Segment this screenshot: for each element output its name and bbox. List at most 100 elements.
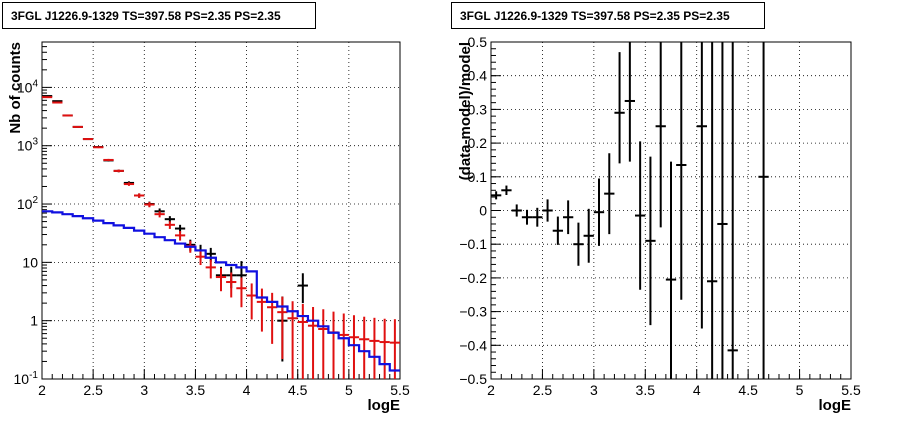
left-panel-title: 3FGL J1226.9-1329 TS=397.58 PS=2.35 PS=2… <box>2 2 316 29</box>
y-tick-label: 104 <box>17 78 39 95</box>
y-tick-label: 1 <box>30 313 38 329</box>
model-point <box>62 114 73 117</box>
model-point <box>328 311 339 379</box>
model-point <box>348 315 360 379</box>
data-point <box>614 52 625 164</box>
model-point <box>267 292 278 344</box>
data-point <box>563 200 574 235</box>
x-tick-label: 5 <box>796 382 804 398</box>
y-tick-label: 102 <box>17 195 39 212</box>
y-tick-label: 103 <box>17 137 39 154</box>
model-point <box>226 272 237 298</box>
data-point <box>205 247 216 262</box>
model-point <box>164 221 175 229</box>
data-point <box>593 178 605 246</box>
data-point <box>501 185 512 195</box>
model-point <box>389 319 400 379</box>
x-tick-label: 2.5 <box>533 382 553 398</box>
model-point <box>256 288 268 332</box>
model-point <box>379 318 390 379</box>
data-point <box>696 42 707 329</box>
y-tick-label: 0.5 <box>468 34 488 50</box>
y-tick-label: 0.3 <box>468 101 488 117</box>
model-point <box>134 193 145 198</box>
data-point <box>707 42 718 379</box>
x-tick-label: 4.5 <box>738 382 758 398</box>
data-point <box>635 141 646 290</box>
y-tick-label: 10-1 <box>14 370 39 387</box>
model-point <box>318 309 329 379</box>
y-tick-label: −0.3 <box>459 304 487 320</box>
model-point <box>103 158 114 162</box>
y-tick-label: 0.1 <box>468 169 488 185</box>
chart-panel-0: 2 2.5 3 3.5 4 4.5 5 5.5 10-1 1 10 102 103 104 logE Nb o… <box>7 41 410 414</box>
data-point <box>604 153 615 235</box>
model-point <box>195 250 206 266</box>
data-point <box>758 42 769 379</box>
x-tick-label: 4.5 <box>288 382 308 398</box>
model-point <box>246 283 257 320</box>
x-tick-label: 2 <box>487 382 495 398</box>
y-tick-label: 0.4 <box>468 68 488 84</box>
model-point <box>113 169 124 173</box>
data-point <box>583 208 594 263</box>
y-tick-label: −0.5 <box>459 371 487 387</box>
data-point <box>624 42 635 162</box>
data-point <box>542 199 553 222</box>
x-tick-label: 2.5 <box>83 382 103 398</box>
y-tick-label: 0 <box>479 203 487 219</box>
y-tick-label: −0.1 <box>459 236 487 252</box>
model-point <box>174 231 186 241</box>
model-point <box>205 259 216 279</box>
data-point <box>491 191 502 200</box>
data-point <box>655 42 666 228</box>
data-point <box>727 42 738 379</box>
model-point <box>72 125 83 128</box>
data-point <box>521 209 533 225</box>
data-point <box>676 42 687 300</box>
model-point <box>359 316 370 379</box>
model-point <box>144 202 155 208</box>
x-tick-label: 3.5 <box>186 382 206 398</box>
y-axis-label: Nb of counts <box>7 42 24 134</box>
right-panel-title: 3FGL J1226.9-1329 TS=397.58 PS=2.35 PS=2… <box>451 2 765 29</box>
model-step-line <box>42 210 400 372</box>
y-tick-label: 10 <box>22 254 38 270</box>
model-point <box>154 211 165 218</box>
data-point <box>511 204 522 217</box>
data-point <box>645 156 656 326</box>
model-point <box>338 313 349 379</box>
chart-panel-1: 2 2.5 3 3.5 4 4.5 5 5.5 −0.5 −0.4 −0.3 −0.2 −0.1 0 0.1… <box>457 34 861 414</box>
model-point <box>236 277 247 308</box>
model-point <box>82 138 94 141</box>
data-point <box>717 42 728 379</box>
model-point <box>307 306 319 379</box>
x-tick-label: 5.5 <box>390 382 410 398</box>
model-point <box>215 268 227 292</box>
model-point <box>123 182 135 186</box>
x-tick-label: 3.5 <box>636 382 656 398</box>
x-tick-label: 3 <box>140 382 148 398</box>
y-tick-label: 0.2 <box>468 135 488 151</box>
x-axis-label: logE <box>368 397 401 414</box>
y-tick-label: −0.2 <box>459 270 487 286</box>
x-tick-label: 4 <box>243 382 251 398</box>
x-tick-label: 5.5 <box>841 382 861 398</box>
y-axis-label: (data-model)/model <box>457 42 474 180</box>
y-tick-label: −0.4 <box>459 337 487 353</box>
plot-frame <box>41 41 401 380</box>
data-point <box>297 273 308 304</box>
x-tick-label: 3 <box>590 382 598 398</box>
data-point <box>665 161 677 379</box>
x-tick-label: 5 <box>345 382 353 398</box>
data-point <box>573 222 584 266</box>
x-tick-label: 2 <box>38 382 46 398</box>
model-point <box>52 101 63 104</box>
data-point <box>52 100 63 103</box>
model-point <box>369 317 380 379</box>
x-axis-label: logE <box>819 397 852 414</box>
model-point <box>42 96 53 99</box>
data-point <box>552 216 563 245</box>
